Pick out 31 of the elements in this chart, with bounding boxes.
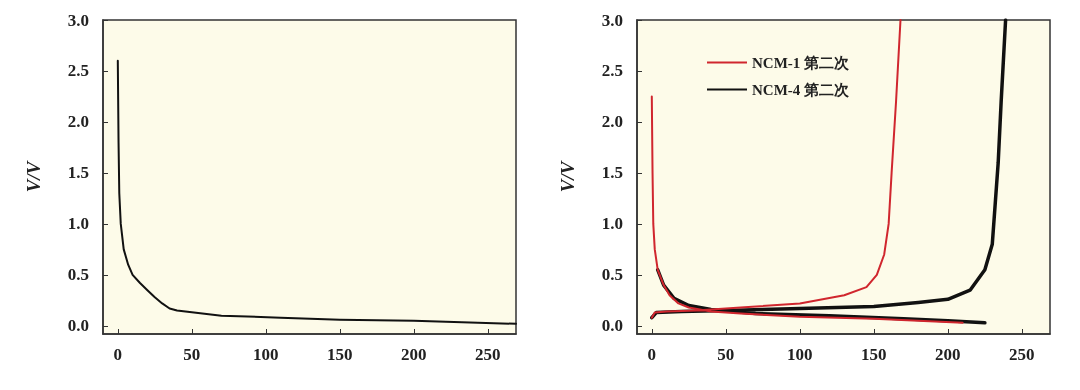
x-tick-label: 200 (401, 345, 427, 364)
x-tick-label: 150 (861, 345, 887, 364)
x-tick-label: 250 (475, 345, 501, 364)
x-tick-label: 50 (717, 345, 735, 364)
y-tick-label: 1.5 (601, 163, 623, 183)
y-tick-label: 0.0 (601, 316, 623, 336)
y-tick-label: 3.0 (601, 10, 623, 30)
x-tick-label: 0 (113, 345, 123, 364)
x-tick-label: 50 (183, 345, 201, 364)
y-tick-label: 2.0 (601, 112, 623, 132)
x-tick-label: 0 (647, 345, 657, 364)
line-series (116, 59, 517, 325)
x-tick-label: 100 (253, 345, 279, 364)
y-tick-label: 1.0 (67, 214, 89, 234)
y-tick-label: 0.5 (601, 265, 623, 285)
y-axis-title: V/V (557, 160, 578, 193)
y-tick-label: 0.0 (67, 316, 89, 336)
legend-label: NCM-1 第二次 (752, 54, 851, 71)
y-axis-title: V/V (23, 160, 44, 193)
y-tick-label: 3.0 (67, 10, 89, 30)
legend-label: NCM-4 第二次 (752, 81, 851, 98)
y-tick-label: 2.5 (67, 61, 89, 81)
y-tick-label: 2.5 (601, 61, 623, 81)
x-tick-label: 200 (935, 345, 961, 364)
y-tick-label: 0.5 (67, 265, 89, 285)
y-tick-label: 1.5 (67, 163, 89, 183)
y-tick-label: 2.0 (67, 112, 89, 132)
x-tick-label: 250 (1009, 345, 1035, 364)
y-tick-label: 1.0 (601, 214, 623, 234)
x-tick-label: 100 (787, 345, 813, 364)
x-tick-label: 150 (327, 345, 353, 364)
